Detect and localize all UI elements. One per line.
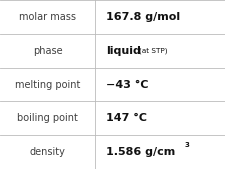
- Text: density: density: [29, 147, 65, 157]
- Text: liquid: liquid: [106, 46, 140, 56]
- Text: −43 °C: −43 °C: [106, 79, 148, 90]
- Text: boiling point: boiling point: [17, 113, 78, 123]
- Text: 1.586 g/cm: 1.586 g/cm: [106, 147, 175, 157]
- Text: melting point: melting point: [15, 79, 80, 90]
- Text: 3: 3: [183, 142, 188, 148]
- Text: (at STP): (at STP): [138, 47, 167, 54]
- Text: 167.8 g/mol: 167.8 g/mol: [106, 12, 180, 22]
- Text: 147 °C: 147 °C: [106, 113, 146, 123]
- Text: molar mass: molar mass: [19, 12, 76, 22]
- Text: phase: phase: [32, 46, 62, 56]
